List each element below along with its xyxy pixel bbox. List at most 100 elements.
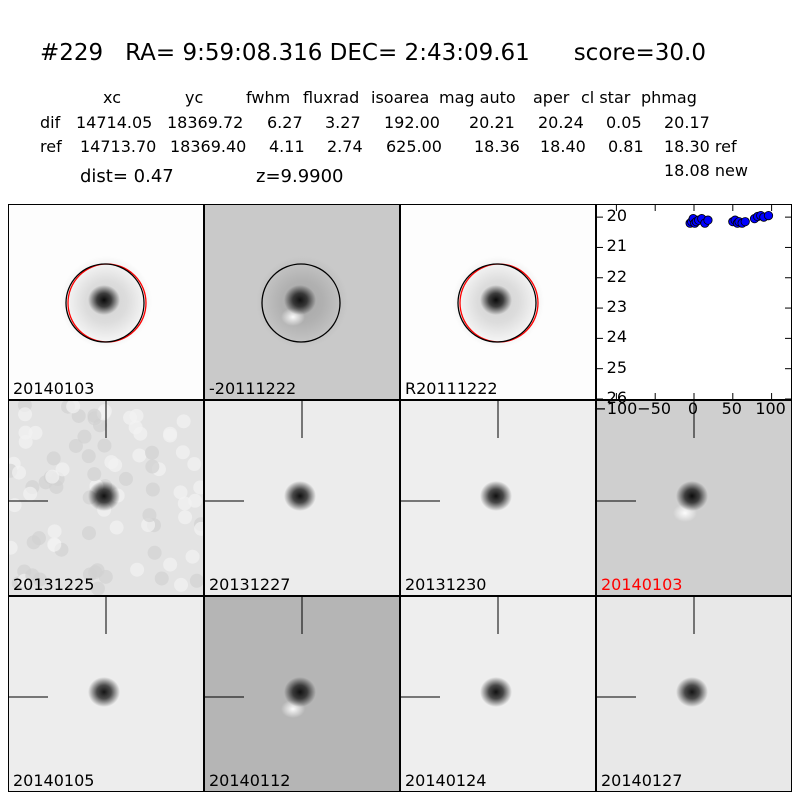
noise-mark bbox=[178, 510, 193, 525]
x-tick-label: 100 bbox=[755, 399, 786, 418]
x-tick-label: −50 bbox=[637, 399, 672, 418]
z-value: z=9.9900 bbox=[256, 166, 344, 187]
dif-fwhm: 6.27 bbox=[267, 113, 303, 132]
cutout-panel: -20111222 bbox=[204, 204, 400, 400]
noise-mark bbox=[133, 426, 148, 441]
dist-value: dist= 0.47 bbox=[80, 166, 174, 187]
star-blob bbox=[88, 677, 120, 707]
dif-mag-auto: 20.21 bbox=[469, 113, 515, 132]
ref-cl-star: 0.81 bbox=[608, 137, 644, 156]
noise-mark bbox=[188, 493, 203, 508]
noise-mark bbox=[185, 549, 200, 564]
noise-mark bbox=[194, 521, 203, 536]
panel-label: 20140124 bbox=[405, 771, 487, 790]
y-tick-label: 25 bbox=[606, 357, 627, 377]
noise-mark bbox=[189, 573, 203, 588]
score-value: score=30.0 bbox=[573, 40, 706, 66]
noise-mark bbox=[97, 438, 112, 453]
noise-mark bbox=[68, 438, 83, 453]
cutout-panel: 20131230 bbox=[400, 400, 596, 596]
noise-mark bbox=[9, 540, 18, 555]
panel-label: 20131227 bbox=[209, 575, 291, 594]
panel-label: 20140103 bbox=[13, 379, 95, 398]
noise-mark bbox=[12, 465, 27, 480]
dif-cl-star: 0.05 bbox=[606, 113, 642, 132]
noise-mark bbox=[87, 467, 102, 482]
y-tick-label: 23 bbox=[606, 297, 627, 317]
col-fwhm: fwhm bbox=[246, 88, 291, 107]
noise-mark bbox=[28, 425, 43, 440]
noise-mark bbox=[77, 429, 92, 444]
panel-label: 20140103 bbox=[601, 575, 683, 594]
y-tick-label: 21 bbox=[606, 236, 627, 256]
dif-phmag: 20.17 bbox=[664, 113, 710, 132]
noise-mark bbox=[45, 469, 60, 484]
row-ref-label: ref bbox=[40, 137, 62, 156]
noise-mark bbox=[176, 414, 191, 429]
dif-yc: 18369.72 bbox=[167, 113, 244, 132]
candidate-id: #229 bbox=[40, 40, 104, 66]
noise-mark bbox=[18, 407, 33, 422]
panel-label: -20111222 bbox=[209, 379, 297, 398]
noise-mark bbox=[187, 457, 202, 472]
star-blob bbox=[88, 285, 120, 315]
col-mag-auto: mag auto bbox=[439, 88, 516, 107]
cutout-panel: 20140103 bbox=[596, 400, 792, 596]
noise-mark bbox=[47, 524, 62, 539]
noise-mark bbox=[82, 567, 97, 582]
col-isoarea: isoarea bbox=[371, 88, 430, 107]
noise-mark bbox=[81, 449, 96, 464]
cutout-panel: 20140124 bbox=[400, 596, 596, 792]
star-blob bbox=[284, 481, 316, 511]
col-aper: aper bbox=[533, 88, 570, 107]
noise-mark bbox=[147, 545, 162, 560]
star-blob bbox=[480, 285, 512, 315]
cutout-panel: 20131225 bbox=[8, 400, 204, 596]
ref-xc: 14713.70 bbox=[80, 137, 157, 156]
ref-mag-auto: 18.36 bbox=[474, 137, 520, 156]
noise-mark bbox=[46, 451, 61, 466]
noise-mark bbox=[18, 434, 33, 449]
dif-xc: 14714.05 bbox=[76, 113, 153, 132]
col-fluxrad: fluxrad bbox=[303, 88, 360, 107]
cutout-panel: 20140112 bbox=[204, 596, 400, 792]
star-blob bbox=[676, 481, 708, 511]
y-tick-label: 26 bbox=[606, 388, 627, 407]
star-blob bbox=[676, 677, 708, 707]
dif-isoarea: 192.00 bbox=[384, 113, 440, 132]
noise-mark bbox=[132, 448, 147, 463]
noise-mark bbox=[9, 498, 22, 513]
aperture-circle bbox=[261, 263, 341, 343]
noise-mark bbox=[32, 572, 47, 587]
noise-mark bbox=[145, 482, 160, 497]
noise-mark bbox=[98, 569, 113, 584]
star-blob bbox=[480, 481, 512, 511]
noise-mark bbox=[163, 557, 178, 572]
star-blob bbox=[88, 481, 120, 511]
noise-mark bbox=[123, 410, 138, 425]
y-tick-label: 20 bbox=[606, 206, 627, 226]
panel-label: 20131225 bbox=[13, 575, 95, 594]
ref-isoarea: 625.00 bbox=[386, 137, 442, 156]
cutout-panel: 20131227 bbox=[204, 400, 400, 596]
noise-mark bbox=[174, 577, 189, 592]
cutout-panel: R20111222 bbox=[400, 204, 596, 400]
ref-aper: 18.40 bbox=[540, 137, 586, 156]
star-blob bbox=[284, 677, 316, 707]
star-blob bbox=[284, 285, 316, 315]
cutout-panel: 20140103 bbox=[8, 204, 204, 400]
cutout-panel: 20140127 bbox=[596, 596, 792, 792]
noise-mark bbox=[145, 445, 160, 460]
row-dif-label: dif bbox=[40, 113, 61, 132]
new-phmag: 18.08 new bbox=[664, 161, 748, 180]
noise-mark bbox=[130, 562, 145, 577]
data-point bbox=[703, 215, 713, 225]
x-tick-label: 0 bbox=[687, 399, 699, 418]
noise-mark bbox=[87, 408, 102, 423]
panel-label: 20131230 bbox=[405, 575, 487, 594]
noise-mark bbox=[66, 401, 81, 414]
panel-label: R20111222 bbox=[405, 379, 498, 398]
noise-mark bbox=[55, 462, 70, 477]
noise-mark bbox=[175, 445, 190, 460]
ra-value: RA= 9:59:08.316 bbox=[125, 40, 323, 66]
